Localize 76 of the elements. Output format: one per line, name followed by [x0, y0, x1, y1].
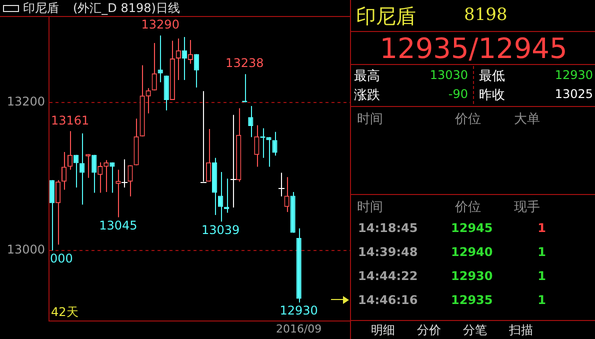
text: 扫描 [509, 322, 533, 339]
text: 12935 [451, 293, 493, 307]
candlestick [92, 154, 97, 194]
text: 涨跌 [354, 87, 380, 104]
text: 8198 [464, 5, 508, 25]
text: 分笔 [463, 322, 487, 339]
text: 最高 [354, 68, 380, 85]
annotation: 13045 [99, 218, 138, 232]
annotation: 13238 [226, 56, 264, 70]
text: 时间 [357, 199, 383, 216]
candlestick [266, 136, 272, 168]
text: 大单 [514, 111, 540, 128]
candlestick [86, 154, 91, 178]
candlestick [128, 164, 133, 197]
candlestick [121, 158, 128, 188]
text: 12930 [554, 68, 593, 82]
text: 13030 [430, 68, 468, 82]
annotation: 000 [50, 252, 73, 266]
text: 12945 [451, 221, 493, 235]
candlestick [278, 172, 285, 197]
candlestick [164, 75, 169, 111]
candlestick [49, 180, 55, 252]
candlestick [110, 162, 115, 194]
candlestick [116, 169, 121, 218]
candlestick [284, 176, 290, 213]
candlestick [194, 54, 200, 88]
annotation: 12930 [280, 304, 318, 318]
candlestick [248, 105, 254, 138]
text: 价位 [455, 199, 481, 216]
text: -90 [448, 87, 468, 101]
text: 14:18:45 [358, 221, 418, 235]
text: 12935/12945 [378, 32, 568, 65]
candlestick [74, 154, 79, 188]
candlestick [55, 180, 61, 246]
y-tick-label: 13000 [6, 242, 45, 257]
candlestick [146, 88, 151, 114]
text: 1 [538, 269, 546, 283]
annotation: 42天 [51, 305, 78, 320]
text: 12930 [451, 269, 493, 283]
candlestick [188, 39, 194, 64]
chart-title: 印尼盾 [23, 0, 59, 16]
candlestick [152, 42, 157, 91]
candlestick [218, 171, 224, 222]
candlestick [61, 151, 67, 190]
text: 昨收 [479, 87, 505, 104]
text: 13025 [554, 87, 593, 101]
candlestick [200, 90, 207, 183]
text: 1 [538, 221, 546, 235]
candlestick [80, 132, 85, 206]
text: 1 [538, 245, 546, 259]
chart-subtitle: (外汇_D 8198)日线 [73, 0, 180, 16]
candlestick [230, 114, 237, 208]
annotation: 13290 [141, 18, 180, 32]
annotation: 13161 [50, 113, 90, 128]
x-tick-label: 2016/09 [276, 322, 322, 336]
text: 14:39:48 [358, 245, 418, 259]
candlestick [206, 128, 212, 182]
text: 现手 [514, 199, 540, 216]
text: 价位 [455, 111, 481, 128]
text: 14:44:22 [358, 269, 418, 283]
candlestick [272, 131, 278, 156]
text: 12940 [451, 245, 493, 259]
text: 分价 [417, 322, 441, 339]
text: 1 [538, 293, 546, 307]
text: 明细 [371, 322, 395, 339]
text: 14:46:16 [358, 293, 418, 307]
candlestick [68, 130, 73, 170]
annotation: 13039 [201, 222, 240, 237]
candlestick [182, 36, 188, 81]
candlestick [158, 35, 163, 83]
text: 印尼盾 [356, 3, 416, 30]
candlestick [254, 124, 260, 168]
y-tick-label: 13200 [6, 94, 45, 108]
text: 最低 [479, 68, 505, 85]
text: 时间 [357, 111, 383, 128]
candlestick [176, 38, 181, 81]
